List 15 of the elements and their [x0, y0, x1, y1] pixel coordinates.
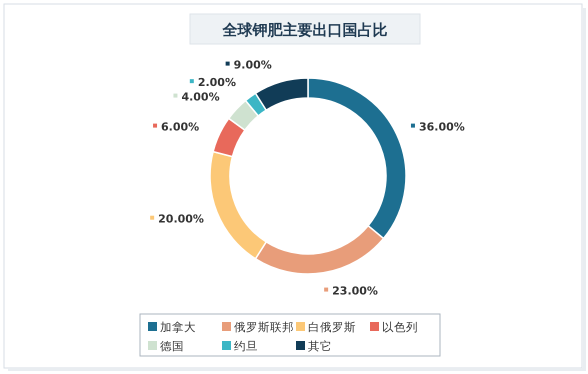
data-label: 6.00%	[161, 120, 200, 134]
legend-label: 其它	[308, 339, 332, 353]
chart-title: 全球钾肥主要出口国占比	[222, 21, 388, 39]
data-label: 20.00%	[158, 212, 204, 226]
legend-label: 以色列	[382, 320, 418, 334]
legend-label: 加拿大	[160, 320, 196, 334]
data-label: 2.00%	[198, 76, 236, 90]
legend-label: 俄罗斯联邦	[234, 320, 294, 334]
legend-label: 白俄罗斯	[308, 320, 356, 334]
legend-label: 德国	[160, 339, 184, 353]
legend-label: 约旦	[234, 339, 258, 353]
data-label: 23.00%	[332, 284, 378, 298]
data-label: 36.00%	[418, 120, 465, 134]
data-label: 4.00%	[181, 90, 220, 104]
data-label: 9.00%	[234, 58, 272, 72]
